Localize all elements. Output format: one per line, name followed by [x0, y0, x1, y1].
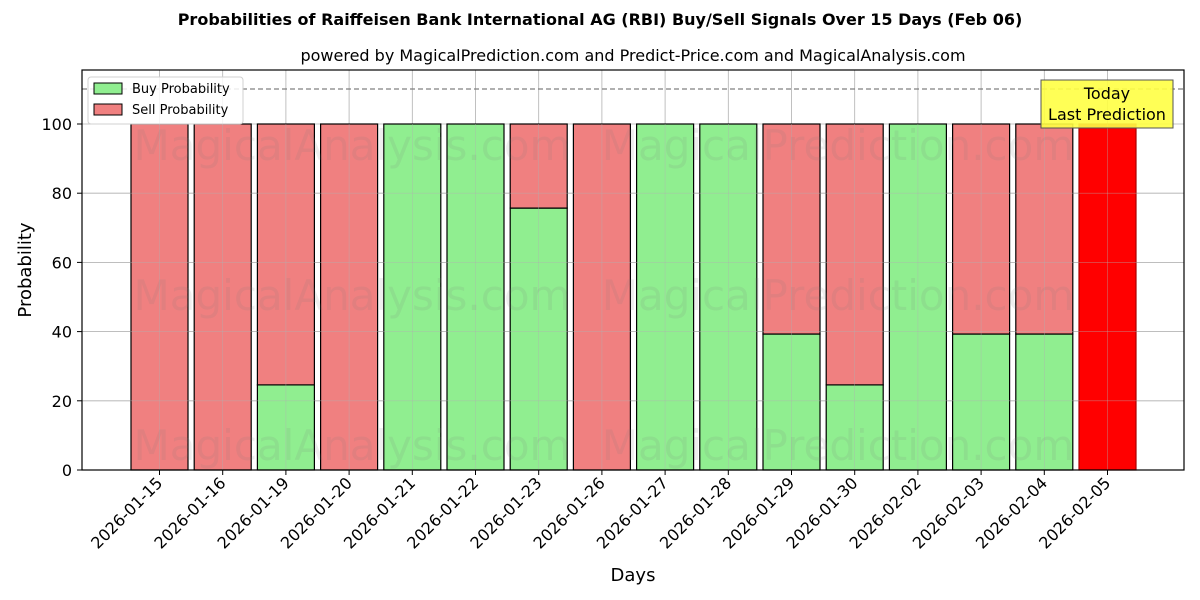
chart-subtitle: powered by MagicalPrediction.com and Pre… [300, 46, 966, 65]
watermark-text: MagicalAnalysis.com [134, 271, 571, 320]
legend-sell-label: Sell Probability [132, 103, 229, 118]
x-axis-label: Days [611, 565, 656, 586]
annotation-line1: Today [1083, 84, 1130, 103]
x-axis: 2026-01-152026-01-162026-01-192026-01-20… [87, 470, 1114, 553]
legend-buy-label: Buy Probability [132, 82, 230, 97]
legend-buy-swatch [93, 82, 123, 95]
watermark-text: MagicalPrediction.com [602, 271, 1075, 320]
watermarks: MagicalAnalysis.com MagicalPrediction.com… [134, 121, 1075, 470]
bars [82, 123, 1184, 471]
y-tick-label: 60 [52, 253, 72, 272]
y-axis: 0 20 40 60 80 100 [41, 115, 82, 480]
y-tick-label: 100 [41, 115, 72, 134]
y-tick-label: 0 [62, 461, 72, 480]
legend: Buy Probability Sell Probability [87, 76, 244, 125]
annotation-line2: Last Prediction [1048, 105, 1166, 124]
y-axis-label: Probability [15, 222, 36, 317]
y-tick-label: 40 [52, 323, 72, 342]
legend-sell-swatch [93, 103, 123, 116]
today-annotation: Today Last Prediction [1040, 79, 1174, 129]
y-tick-label: 20 [52, 392, 72, 411]
chart-title: Probabilities of Raiffeisen Bank Interna… [177, 10, 1023, 29]
watermark-text: MagicalPrediction.com [602, 121, 1075, 170]
y-tick-label: 80 [52, 184, 72, 203]
watermark-text: MagicalAnalysis.com [134, 121, 571, 170]
watermark-text: MagicalAnalysis.com [134, 421, 571, 470]
plot-frame [81, 69, 1185, 471]
watermark-text: MagicalPrediction.com [602, 421, 1075, 470]
